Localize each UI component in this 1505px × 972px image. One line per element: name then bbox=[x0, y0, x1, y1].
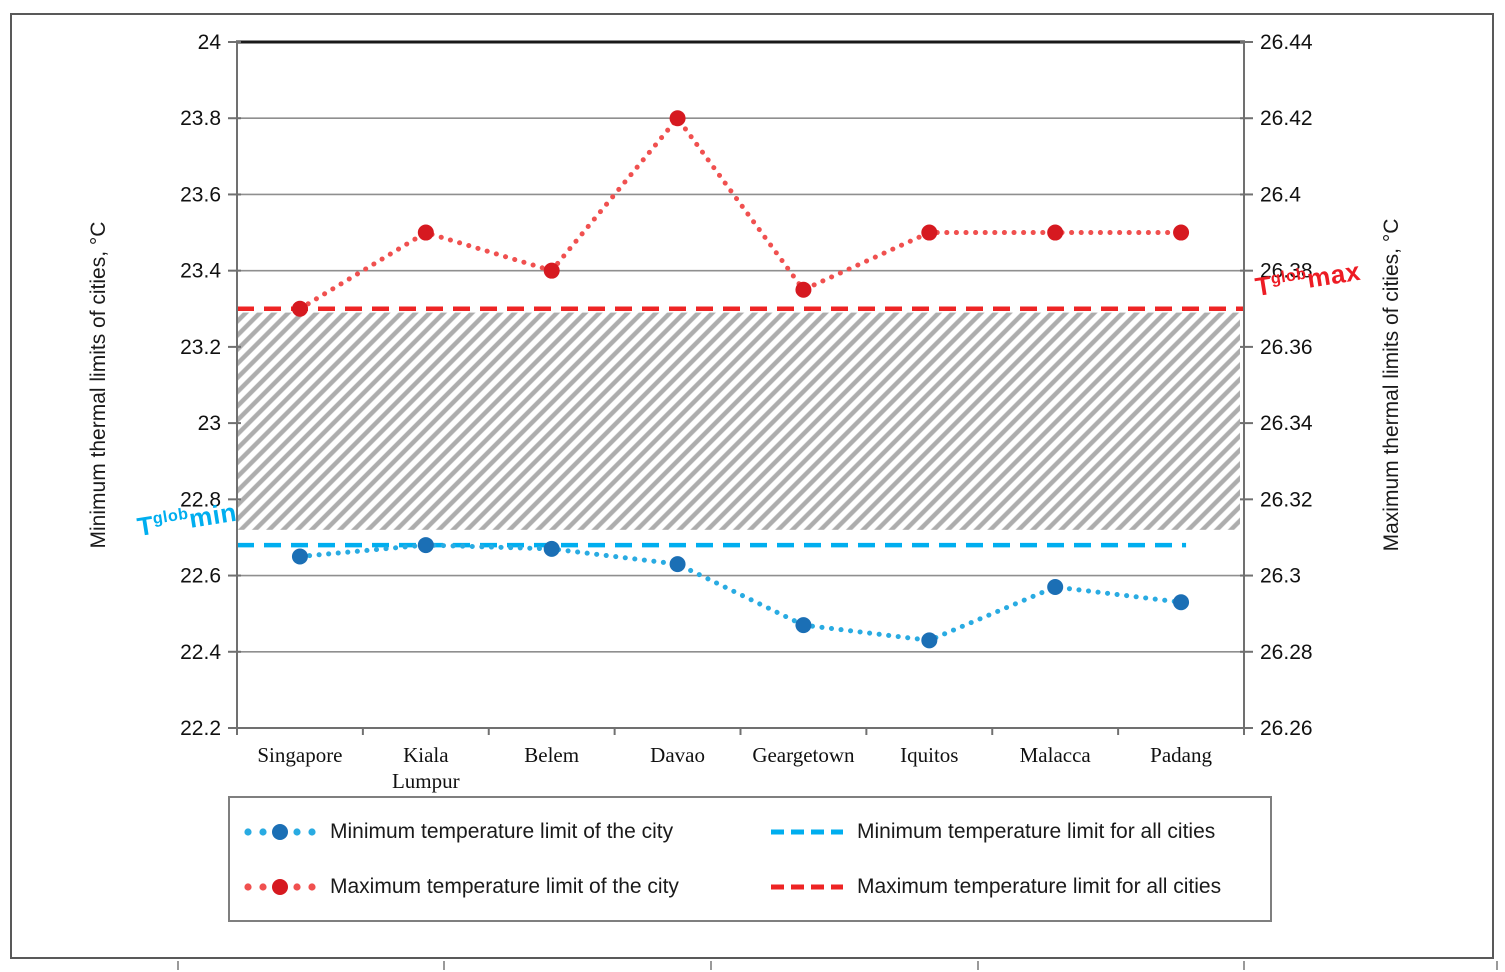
svg-text:26.26: 26.26 bbox=[1260, 717, 1313, 740]
legend-item: Maximum temperature limit for all cities bbox=[769, 875, 1270, 899]
svg-text:23.2: 23.2 bbox=[180, 336, 221, 359]
svg-text:Belem: Belem bbox=[524, 743, 579, 767]
svg-text:23.8: 23.8 bbox=[180, 107, 221, 130]
svg-text:26.38: 26.38 bbox=[1260, 260, 1313, 283]
ruler-tick bbox=[443, 961, 445, 970]
svg-text:22.2: 22.2 bbox=[180, 717, 221, 740]
svg-text:26.36: 26.36 bbox=[1260, 336, 1313, 359]
legend-label: Minimum temperature limit of the city bbox=[330, 819, 674, 843]
svg-text:Singapore: Singapore bbox=[257, 743, 342, 767]
svg-text:26.4: 26.4 bbox=[1260, 183, 1301, 206]
dashed-line-sample-icon bbox=[771, 829, 843, 834]
svg-text:Davao: Davao bbox=[650, 743, 705, 767]
annotation-sup: glob bbox=[1269, 264, 1308, 288]
annotation-sup: glob bbox=[151, 504, 190, 528]
dotted-marker-sample-icon bbox=[244, 823, 316, 840]
left-axis-title: Minimum thermal limits of cities, °C bbox=[87, 221, 110, 549]
svg-text:24: 24 bbox=[198, 31, 222, 54]
svg-text:26.3: 26.3 bbox=[1260, 565, 1301, 588]
legend-item: Maximum temperature limit of the city bbox=[242, 875, 769, 899]
svg-text:22.8: 22.8 bbox=[180, 488, 221, 511]
svg-text:26.42: 26.42 bbox=[1260, 107, 1313, 130]
svg-text:Kiala: Kiala bbox=[403, 743, 449, 767]
svg-text:26.44: 26.44 bbox=[1260, 31, 1313, 54]
svg-text:22.4: 22.4 bbox=[180, 641, 221, 664]
svg-text:23: 23 bbox=[198, 412, 221, 435]
ruler-tick bbox=[177, 961, 179, 970]
legend-item: Minimum temperature limit for all cities bbox=[769, 820, 1270, 844]
svg-text:26.34: 26.34 bbox=[1260, 412, 1313, 435]
svg-text:Lumpur: Lumpur bbox=[392, 769, 460, 793]
legend-label: Maximum temperature limit for all cities bbox=[857, 874, 1222, 898]
annotation-rest: min bbox=[186, 496, 239, 534]
svg-text:23.6: 23.6 bbox=[180, 183, 221, 206]
chart-legend: Minimum temperature limit of the city Min… bbox=[228, 796, 1272, 922]
legend-label: Minimum temperature limit for all cities bbox=[857, 819, 1216, 843]
svg-text:Iquitos: Iquitos bbox=[900, 743, 958, 767]
right-axis-title: Maximum thermal limits of cities, °C bbox=[1380, 218, 1403, 552]
svg-text:23.4: 23.4 bbox=[180, 260, 221, 283]
svg-text:Malacca: Malacca bbox=[1020, 743, 1092, 767]
svg-text:Padang: Padang bbox=[1150, 743, 1212, 767]
svg-text:Geargetown: Geargetown bbox=[752, 743, 855, 767]
svg-text:26.28: 26.28 bbox=[1260, 641, 1313, 664]
ruler-tick bbox=[1243, 961, 1245, 970]
dashed-line-sample-icon bbox=[771, 884, 843, 889]
legend-label: Maximum temperature limit of the city bbox=[330, 874, 679, 898]
legend-item: Minimum temperature limit of the city bbox=[242, 820, 769, 844]
ruler-tick bbox=[977, 961, 979, 970]
ruler-tick bbox=[1496, 961, 1498, 970]
dotted-marker-sample-icon bbox=[244, 878, 316, 895]
ruler-tick bbox=[710, 961, 712, 970]
svg-text:26.32: 26.32 bbox=[1260, 488, 1313, 511]
svg-text:22.6: 22.6 bbox=[180, 565, 221, 588]
